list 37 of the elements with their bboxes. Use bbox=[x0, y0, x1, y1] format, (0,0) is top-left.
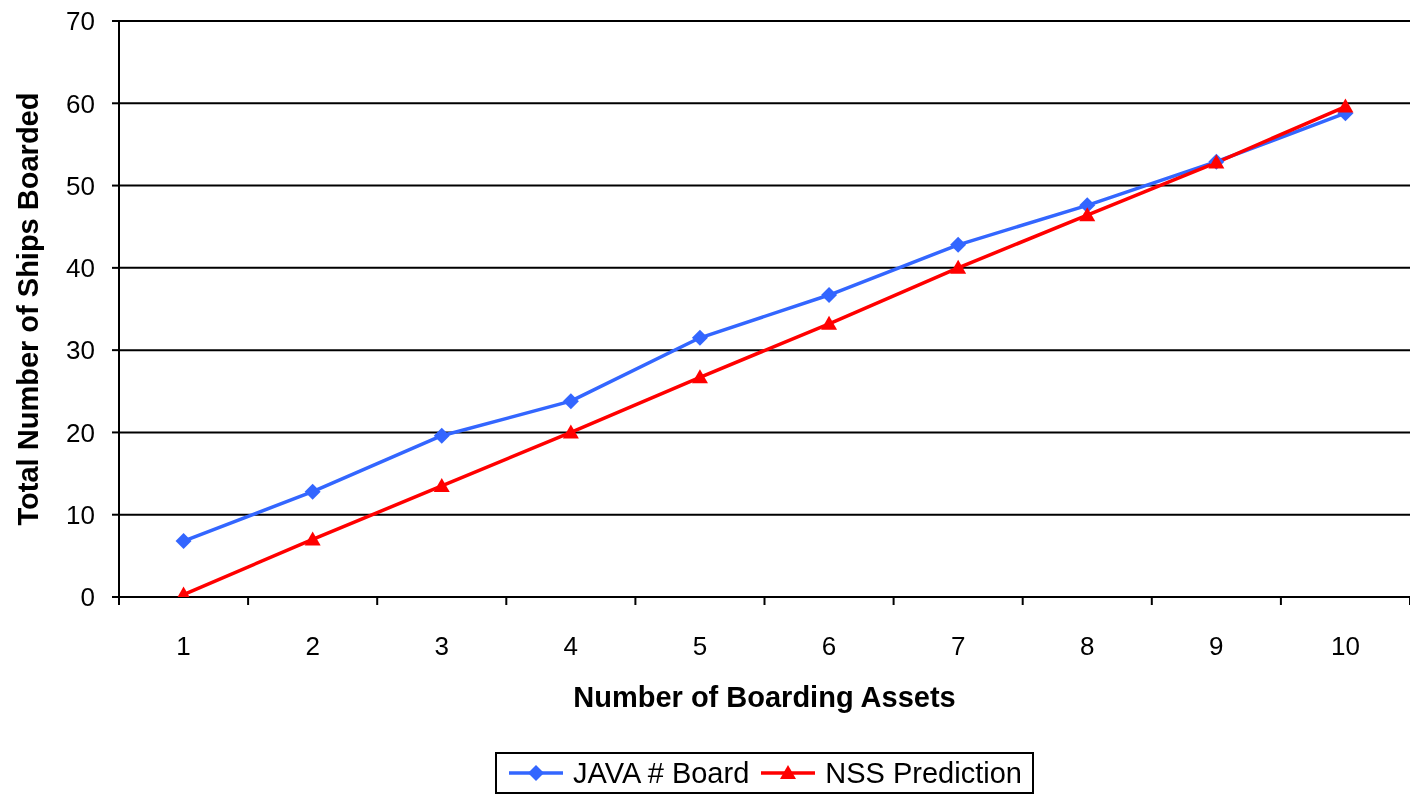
x-tick-label: 4 bbox=[563, 631, 579, 661]
y-tick-label: 10 bbox=[66, 499, 95, 530]
legend-label: JAVA # Board bbox=[573, 756, 750, 790]
y-axis-title: Total Number of Ships Boarded bbox=[12, 92, 44, 526]
x-tick-label: 2 bbox=[305, 631, 320, 661]
point bbox=[433, 477, 450, 492]
x-tick-label: 3 bbox=[434, 631, 449, 661]
point bbox=[175, 533, 192, 550]
point bbox=[304, 483, 321, 500]
point bbox=[821, 315, 838, 330]
point bbox=[433, 427, 450, 444]
point bbox=[950, 236, 967, 253]
point bbox=[562, 424, 579, 439]
point bbox=[691, 369, 708, 384]
point bbox=[1337, 98, 1354, 113]
x-tick-label: 10 bbox=[1330, 631, 1360, 661]
x-tick-label: 9 bbox=[1209, 631, 1224, 661]
x-tick-label: 8 bbox=[1080, 631, 1095, 661]
legend-label: NSS Prediction bbox=[825, 756, 1022, 790]
x-axis-title: Number of Boarding Assets bbox=[573, 681, 956, 713]
y-tick-label: 20 bbox=[66, 417, 95, 448]
y-tick-label: 0 bbox=[80, 582, 95, 613]
y-tick-label: 60 bbox=[66, 88, 95, 119]
y-tick-label: 70 bbox=[66, 6, 95, 37]
y-tick-label: 30 bbox=[66, 335, 95, 366]
y-tick-label: 40 bbox=[66, 253, 95, 284]
point bbox=[950, 259, 967, 274]
point bbox=[691, 329, 708, 346]
point bbox=[562, 393, 579, 410]
x-tick-label: 1 bbox=[176, 631, 191, 661]
y-tick-label: 50 bbox=[66, 170, 95, 201]
x-tick-label: 7 bbox=[950, 631, 966, 661]
point bbox=[1079, 207, 1096, 222]
x-tick-label: 5 bbox=[692, 631, 708, 661]
x-tick-label: 6 bbox=[821, 631, 837, 661]
point bbox=[821, 287, 838, 304]
point bbox=[304, 531, 321, 546]
